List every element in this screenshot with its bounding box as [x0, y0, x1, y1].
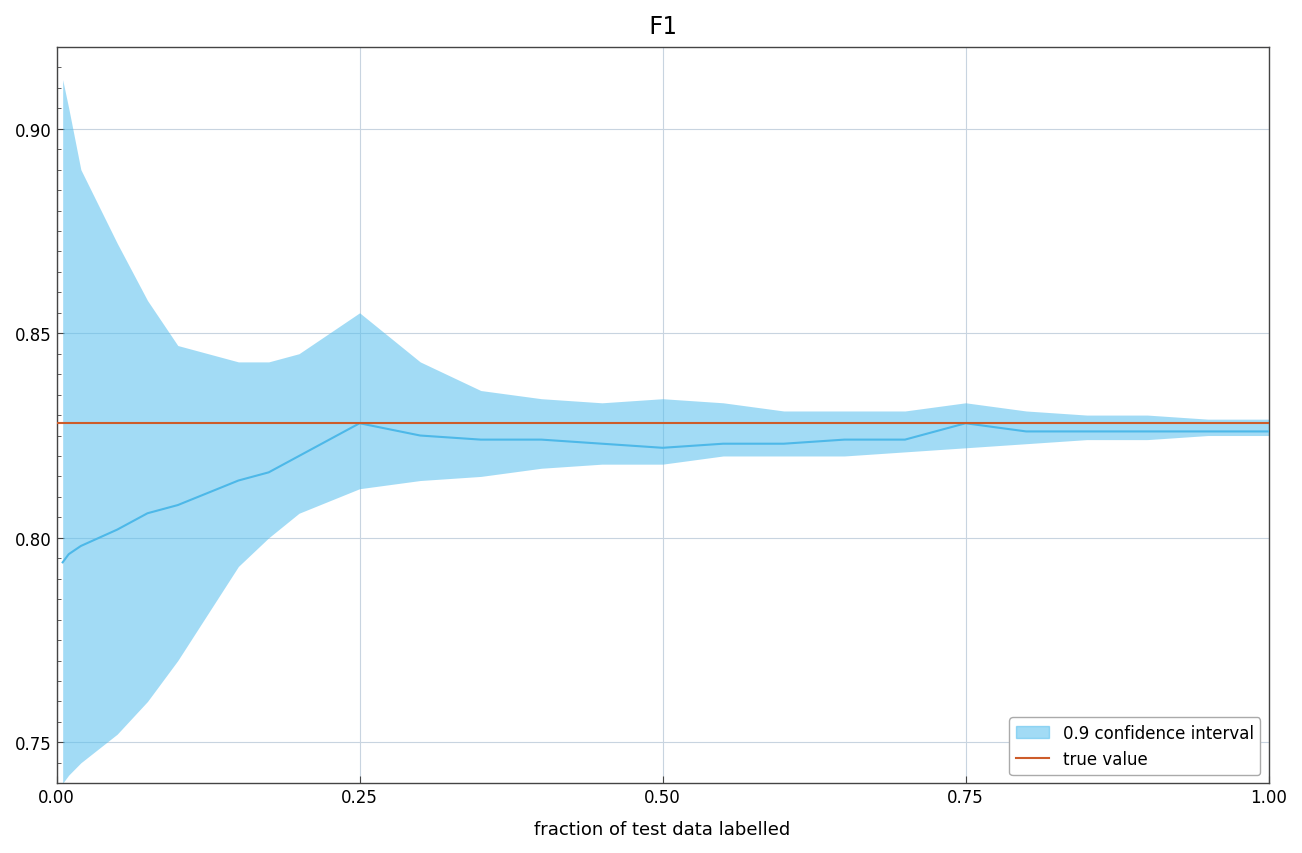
Title: F1: F1: [648, 15, 677, 39]
Legend: 0.9 confidence interval, true value: 0.9 confidence interval, true value: [1009, 717, 1260, 775]
X-axis label: fraction of test data labelled: fraction of test data labelled: [534, 820, 790, 838]
